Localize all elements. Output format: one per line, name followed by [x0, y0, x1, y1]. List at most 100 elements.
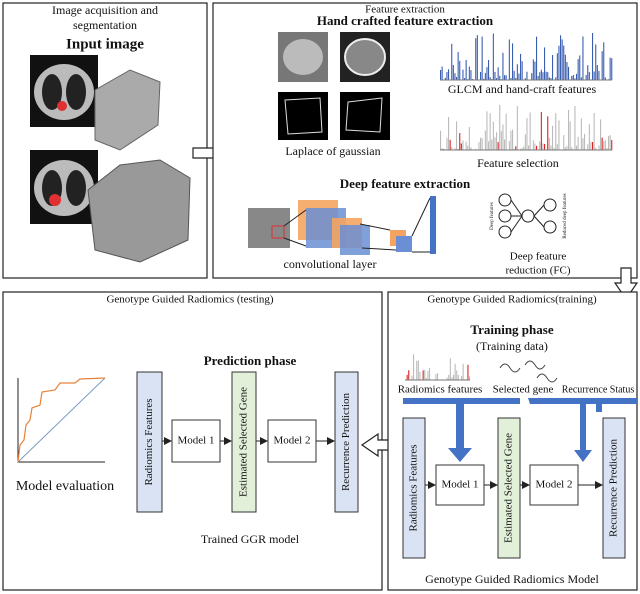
model-pipeline: Radiomics Features Model 1 Estimated Selec… [136, 371, 359, 513]
hist-bar [453, 374, 455, 380]
hist-bar [524, 78, 526, 80]
hist-bar [550, 77, 552, 80]
ct-images-part [66, 170, 86, 206]
hist-bar [469, 376, 471, 380]
hist-bar [611, 58, 613, 80]
hist-bar [419, 371, 421, 380]
hist-bar [582, 36, 584, 80]
hist-bar [451, 43, 453, 80]
hist-bar [548, 137, 550, 150]
training-arrows-part [510, 398, 520, 404]
hist-bar [488, 59, 490, 80]
hist-bar [606, 147, 608, 150]
hist-bar [539, 72, 541, 80]
hist-bar [440, 69, 442, 80]
hist-bar [528, 145, 530, 150]
hist-bar [489, 77, 491, 80]
hist-bar [560, 35, 562, 80]
hist-bar [579, 55, 581, 80]
hist-bar [456, 121, 458, 150]
section-heading: Deep feature extraction [340, 176, 471, 191]
panel-title: Image acquisition and [52, 3, 158, 17]
hist-bar [558, 45, 560, 80]
hist-bar [408, 370, 410, 380]
hist-bar [513, 70, 515, 80]
hist-bar [448, 69, 450, 80]
hist-bar [441, 66, 443, 80]
hist-bar [601, 137, 603, 150]
hist-bar [547, 116, 549, 150]
hist-bar [484, 130, 486, 150]
hist-bar [534, 143, 536, 150]
vertical-box [334, 371, 359, 513]
hist-bar [489, 113, 491, 150]
section-heading: Hand crafted feature extraction [317, 13, 494, 28]
hist-bar [441, 148, 443, 150]
hist-bar [526, 118, 528, 150]
hist-bar [563, 45, 565, 80]
hist-bar [584, 133, 586, 150]
hist-bar [504, 75, 506, 80]
hist-bar [505, 75, 507, 80]
hist-bar [603, 141, 605, 150]
hist-bar [497, 67, 499, 80]
model-box [529, 464, 579, 506]
hist-bar [576, 73, 578, 80]
input-label: Recurrence Status [562, 384, 635, 395]
box-label: Estimated Selected Gene [238, 387, 250, 497]
hist-bar [499, 104, 501, 150]
hist-bar [582, 138, 584, 150]
hist-bar [520, 148, 522, 150]
panel-title: Genotype Guided Radiomics(training) [427, 294, 597, 306]
hist-bar [461, 375, 463, 380]
hist-bar [577, 136, 579, 150]
training-arrows-part [403, 398, 517, 462]
caption: Laplace of gaussian [285, 144, 380, 158]
hist-bar [532, 140, 534, 150]
hist-bar [529, 112, 531, 150]
hist-bar [513, 148, 515, 150]
hist-bar [486, 67, 488, 80]
box-label: Model 2 [274, 435, 311, 447]
conv-graphic-part [283, 197, 431, 253]
hist-bar [595, 147, 597, 150]
hist-bar [502, 124, 504, 150]
section-heading: Prediction phase [204, 353, 297, 368]
hist-bar [556, 144, 558, 150]
hist-bar [564, 54, 566, 80]
training-arrows-part [596, 398, 602, 412]
hist-bar [470, 147, 472, 150]
vertical-box [136, 371, 163, 513]
hist-bar [504, 139, 506, 150]
hist-bar [475, 148, 477, 150]
hist-bar [608, 136, 610, 150]
hist-bar [593, 71, 595, 80]
ct-images [30, 55, 191, 263]
hist-bar [464, 78, 466, 80]
hist-bar [531, 73, 533, 80]
nn-graphic-part [498, 225, 512, 239]
hist-bar [548, 77, 550, 80]
hist-bar [596, 65, 598, 80]
input-label: Selected gene [493, 384, 554, 396]
hist-bar [406, 374, 408, 380]
nn-graphic-part [521, 209, 535, 223]
hist-bar [566, 62, 568, 80]
hist-bar [505, 113, 507, 150]
hist-bar [603, 42, 605, 80]
training-arrows-part [528, 398, 534, 402]
hist-bar [451, 147, 453, 150]
hist-bar [585, 74, 587, 80]
hist-bar [544, 47, 546, 80]
acquisition-panel: Image acquisition and segmentation Input… [2, 2, 208, 279]
hist-bar [467, 145, 469, 150]
hist-bar [539, 141, 541, 150]
hist-bar [460, 143, 462, 150]
hist-bar [484, 72, 486, 80]
hist-bar [481, 36, 483, 80]
hist-bar [592, 32, 594, 80]
hist-bar [547, 72, 549, 80]
heading: Input image [66, 36, 144, 52]
hist-bar [481, 138, 483, 150]
